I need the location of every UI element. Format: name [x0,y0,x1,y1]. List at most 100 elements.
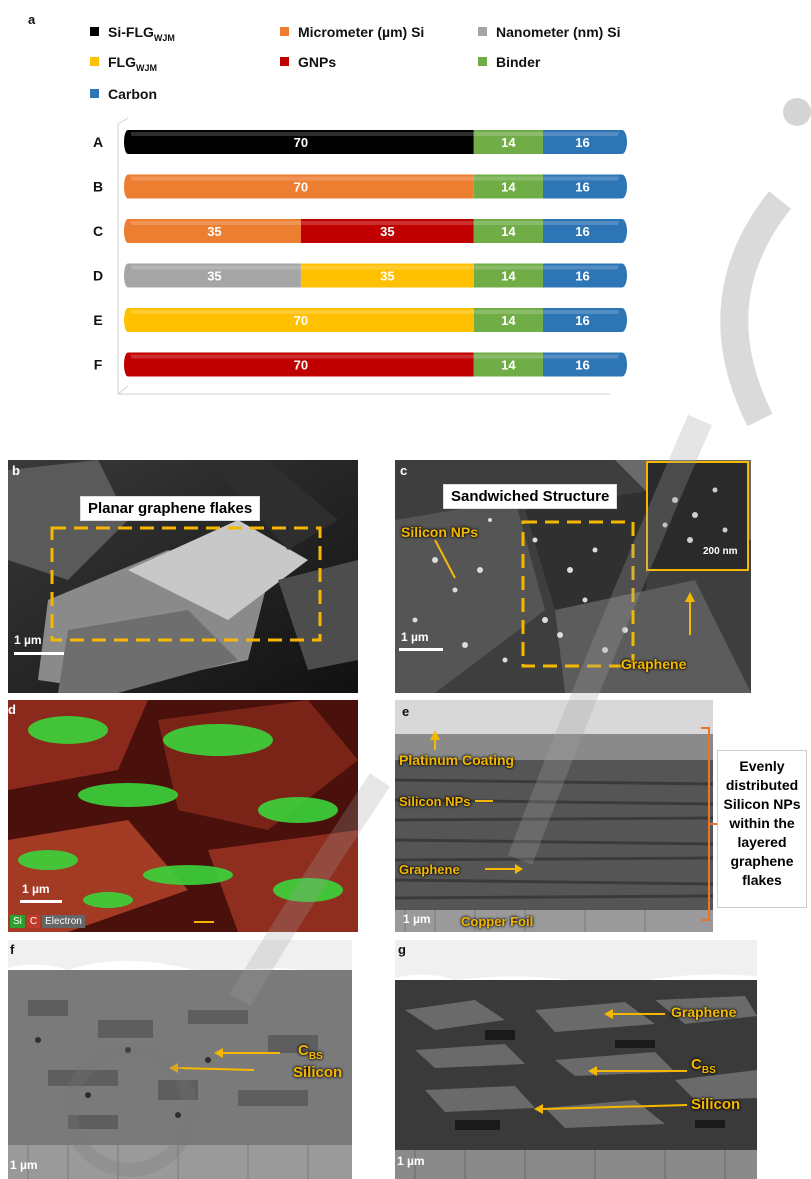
data-label: 70 [294,313,308,328]
category-label: A [93,134,103,150]
legend-item-gnps: GNPs [280,54,336,70]
legend-sub: WJM [136,62,157,73]
category-label: C [93,223,103,239]
data-label: 16 [575,313,589,328]
category-label: B [93,179,103,195]
desc-line: distributed [725,777,799,793]
legend-label: GNPs [298,54,337,70]
bar-end-cap [617,352,627,377]
panel-d-label: d [8,702,16,717]
data-label: 16 [575,358,589,373]
data-label: 16 [575,135,589,150]
bar-segment [542,308,622,332]
bar-highlight [542,176,622,181]
bar-segment [300,263,474,288]
legend-label: Binder [496,54,541,70]
scale-label: 1 µm [397,1154,425,1168]
chart-legend: Si-FLGWJM Micrometer (µm) Si Nanometer (… [0,0,811,110]
bar-highlight [128,265,301,270]
eds-si: Si [10,915,25,928]
bar-highlight [473,310,543,314]
desc-line: flakes [742,872,782,888]
legend-label: FLG [108,54,136,70]
legend-swatch [478,57,487,66]
data-label: 16 [575,224,589,239]
legend-label: Nanometer (nm) Si [496,24,621,40]
silicon-label: Silicon [293,1064,343,1081]
legend-item-nanometer-si: Nanometer (nm) Si [478,24,620,40]
legend-swatch [90,27,99,36]
bar-highlight [128,354,474,359]
bar-segment [128,263,301,288]
legend-swatch [478,27,487,36]
sem-image-b [8,460,358,693]
cbs-label: CBS [298,1042,323,1062]
bar-start-cap [124,219,132,243]
data-label: 16 [575,180,589,195]
scale-label: 1 µm [14,633,42,647]
cbs-text: C [691,1056,702,1073]
scale-label: 1 µm [401,630,429,644]
bar-highlight [128,176,474,181]
bar-end-cap [617,308,627,332]
scale-bar [20,900,62,903]
graphene-label: Graphene [399,862,460,877]
bar-segment [542,352,622,377]
bar-segment [473,263,543,288]
desc-line: Silicon NPs [723,796,801,812]
desc-line: layered [737,834,787,850]
desc-line: graphene [730,853,794,869]
bar-highlight [128,132,474,136]
legend-swatch [280,57,289,66]
legend-item-carbon: Carbon [90,86,157,102]
scale-label: 1 µm [10,1158,38,1172]
graphene-label: Graphene [621,656,687,672]
data-label: 14 [501,313,516,328]
silicon-nps-label: Silicon NPs [399,794,471,809]
graphene-label: Graphene [671,1004,737,1020]
bar-start-cap [124,174,132,199]
legend-item-flg: FLGWJM [90,54,157,73]
bar-highlight [300,221,474,225]
legend-item-si-flg: Si-FLGWJM [90,24,175,43]
legend-swatch [280,27,289,36]
bar-highlight [128,310,474,314]
sem-panel-c: Sandwiched Structure Silicon NPs Graphen… [395,460,751,693]
sem-panel-g: Graphene CBS Silicon 1 µm [395,940,757,1179]
legend-sub: WJM [153,32,175,43]
bar-highlight [542,265,622,270]
bar-highlight [473,132,543,136]
panel-b-title: Planar graphene flakes [80,496,261,521]
cbs-sub: BS [701,1065,716,1076]
sem-panel-e: Platinum Coating Silicon NPs Graphene Co… [395,700,811,932]
panel-g-label: g [398,942,406,957]
data-label: 70 [294,135,308,150]
scale-label: 1 µm [22,882,50,896]
data-label: 14 [501,224,516,239]
bar-highlight [473,354,543,359]
data-label: 16 [575,269,589,284]
data-label: 35 [207,224,221,239]
category-label: D [93,268,103,284]
bar-end-cap [617,174,627,199]
data-label: 35 [380,224,394,239]
bar-segment [542,219,622,243]
data-label: 14 [501,358,516,373]
platinum-coating-label: Platinum Coating [399,752,515,768]
data-label: 14 [501,180,516,195]
sem-image-g [395,940,757,1179]
bar-end-cap [617,263,627,288]
panel-c-title: Sandwiched Structure [443,484,618,509]
legend-item-binder: Binder [478,54,540,70]
bar-highlight [473,221,543,225]
panel-e-description: Evenly distributed Silicon NPs within th… [717,750,807,908]
scale-bar [14,652,64,655]
data-label: 35 [380,269,394,284]
legend-label: Micrometer (µm) Si [298,24,425,40]
eds-legend: Si C Electron [10,915,87,928]
legend-label: Si-FLG [108,24,154,40]
bar-segment [473,352,543,377]
sem-image-e [395,700,717,932]
bar-highlight [542,310,622,314]
panel-f-label: f [10,942,15,957]
